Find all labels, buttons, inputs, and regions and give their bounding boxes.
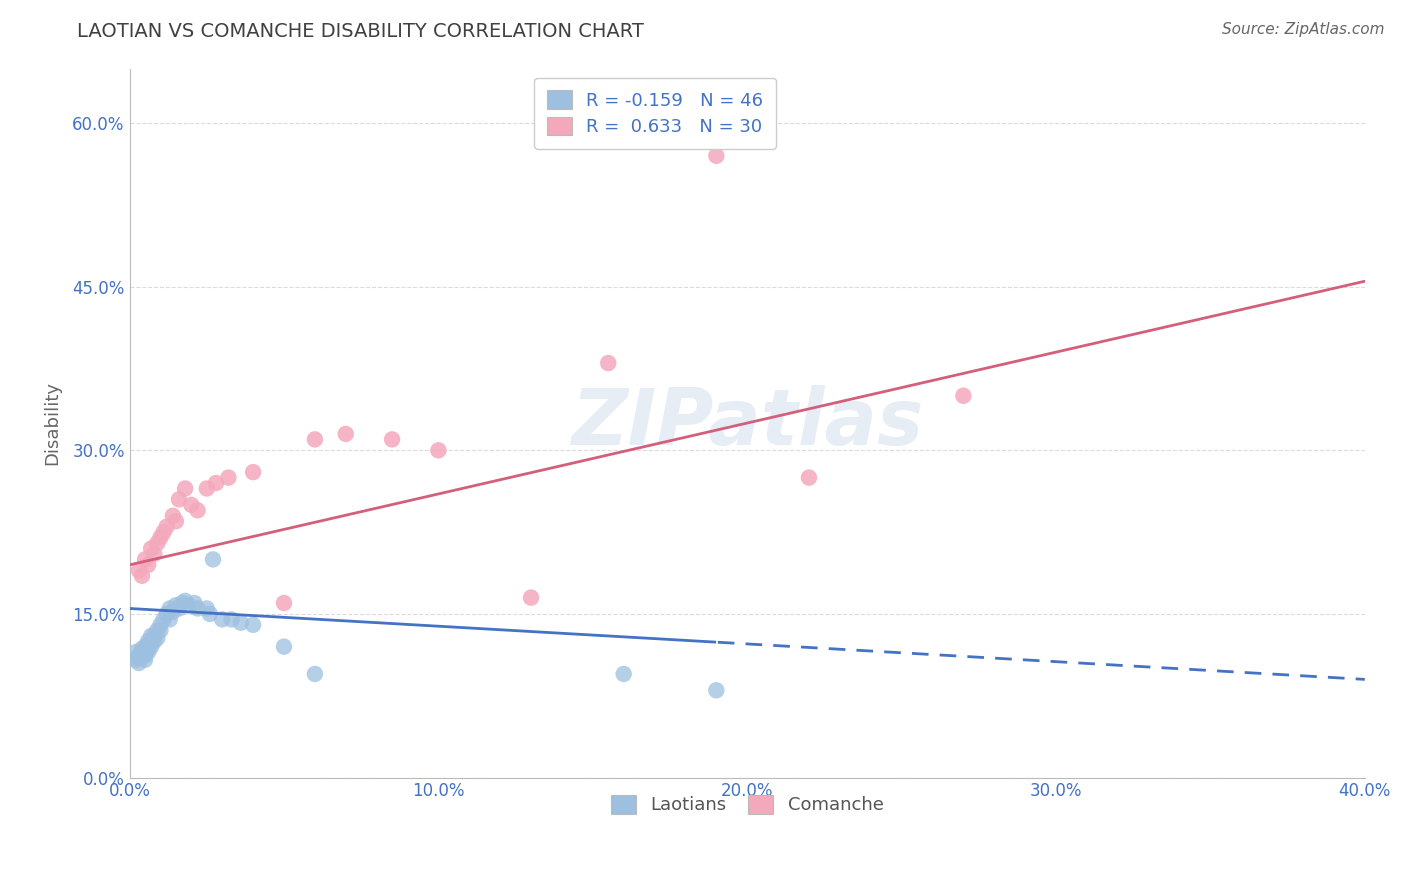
Point [136,638,159,652]
Point [520,591,543,605]
Point [143,634,166,648]
Point [136,641,159,656]
Point [128,648,150,663]
Point [141,541,163,556]
Point [128,650,150,665]
Point [183,596,205,610]
Point [128,656,150,670]
Point [146,631,169,645]
Point [136,645,159,659]
Text: Source: ZipAtlas.com: Source: ZipAtlas.com [1222,22,1385,37]
Point [221,612,243,626]
Point [211,612,233,626]
Point [273,640,295,654]
Point [134,640,156,654]
Point [146,536,169,550]
Point [162,508,184,523]
Point [165,598,187,612]
Point [704,149,727,163]
Point [134,648,156,662]
Point [141,629,163,643]
Point [952,389,974,403]
Point [136,558,159,572]
Point [159,612,181,626]
Point [381,433,404,447]
Point [167,601,190,615]
Point [149,617,172,632]
Point [131,645,153,659]
Point [335,426,357,441]
Point [186,601,208,615]
Point [128,563,150,577]
Point [242,617,264,632]
Point [704,683,727,698]
Point [172,596,194,610]
Point [131,641,153,656]
Point [134,648,156,663]
Point [134,552,156,566]
Point [149,531,172,545]
Point [131,568,153,582]
Point [198,607,221,621]
Point [205,476,228,491]
Point [149,624,172,638]
Point [273,596,295,610]
Point [134,653,156,667]
Point [195,482,218,496]
Point [141,640,163,654]
Point [146,624,169,638]
Point [125,653,148,667]
Point [152,612,174,626]
Point [159,601,181,615]
Point [427,443,450,458]
Point [304,433,326,447]
Point [242,465,264,479]
Point [217,470,239,484]
Point [152,525,174,540]
Point [304,667,326,681]
Point [177,598,200,612]
Point [195,601,218,615]
Legend: Laotians, Comanche: Laotians, Comanche [600,784,894,825]
Y-axis label: Disability: Disability [44,381,60,465]
Point [156,607,179,621]
Point [165,514,187,528]
Point [174,594,197,608]
Point [186,503,208,517]
Text: ZIPatlas: ZIPatlas [571,385,924,461]
Point [229,615,252,630]
Text: LAOTIAN VS COMANCHE DISABILITY CORRELATION CHART: LAOTIAN VS COMANCHE DISABILITY CORRELATI… [77,22,644,41]
Point [201,552,224,566]
Point [598,356,620,370]
Point [143,629,166,643]
Point [136,634,159,648]
Point [613,667,636,681]
Point [156,519,179,533]
Point [167,492,190,507]
Point [174,482,197,496]
Point [125,645,148,659]
Point [143,547,166,561]
Point [180,498,202,512]
Point [162,605,184,619]
Point [797,470,820,484]
